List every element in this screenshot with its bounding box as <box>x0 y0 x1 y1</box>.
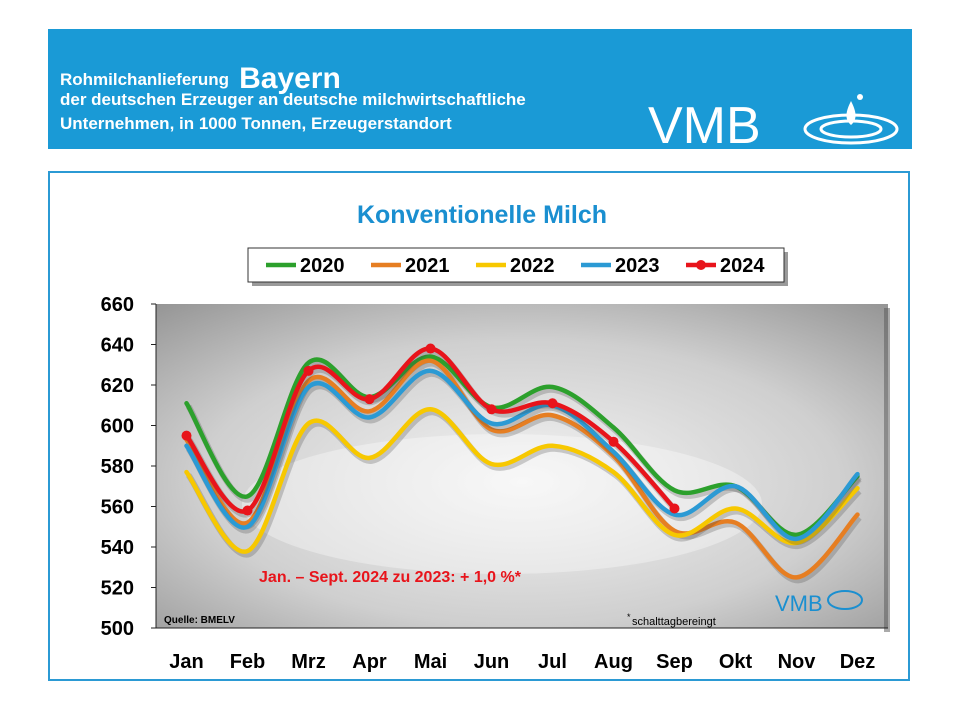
legend-marker-2024 <box>696 260 706 270</box>
x-tick-label: Jan <box>169 651 203 673</box>
plot-area <box>156 304 890 632</box>
x-tick-label: Okt <box>719 651 753 673</box>
header-line-1: Rohmilchanlieferung Bayern <box>60 59 341 95</box>
change-annotation: Jan. – Sept. 2024 zu 2023: + 1,0 %* <box>259 569 522 586</box>
footnote-mark: * <box>627 612 631 622</box>
point-2024 <box>425 343 436 354</box>
point-2024 <box>669 503 680 514</box>
series-line-2023 <box>184 368 860 542</box>
source-label: Quelle: BMELV <box>164 615 235 626</box>
watermark-logo-text: VMB <box>775 591 823 616</box>
plot-shadow <box>884 308 890 632</box>
legend-label-2023: 2023 <box>615 255 660 277</box>
y-tick-label: 580 <box>101 456 134 478</box>
series-lines <box>181 343 862 584</box>
y-tick-label: 540 <box>101 537 134 559</box>
x-tick-label: Aug <box>594 651 633 673</box>
header-prefix: Rohmilchanlieferung <box>60 70 230 89</box>
x-tick-label: Mrz <box>291 651 325 673</box>
chart-legend: 2020 2021 2022 2023 2024 <box>247 247 788 286</box>
watermark-logo: VMB <box>775 590 863 616</box>
footnote-text: schalttagbereingt <box>632 616 716 628</box>
y-axis: 500 520 540 560 580 600 620 640 660 <box>101 294 157 640</box>
y-tick-label: 600 <box>101 416 134 438</box>
milk-splash-highlight <box>242 434 762 574</box>
y-tick-label: 500 <box>101 618 134 640</box>
x-tick-label: Dez <box>840 651 876 673</box>
header-region: Bayern <box>239 62 341 95</box>
x-tick-label: Apr <box>352 651 387 673</box>
header-line-3: Unternehmen, in 1000 Tonnen, Erzeugersta… <box>60 114 452 133</box>
legend-label-2024: 2024 <box>720 255 765 277</box>
y-tick-label: 660 <box>101 294 134 316</box>
x-axis: Jan Feb Mrz Apr Mai Jun Jul Aug Sep Okt Nov Dez <box>156 627 888 673</box>
vmb-logo-text: VMB <box>648 97 761 151</box>
x-tick-label: Jun <box>474 651 510 673</box>
legend-label-2020: 2020 <box>300 255 345 277</box>
y-tick-label: 520 <box>101 578 134 600</box>
legend-label-2022: 2022 <box>510 255 555 277</box>
point-2024 <box>364 394 375 405</box>
watermark-drop-icon <box>827 590 863 610</box>
y-tick-label: 620 <box>101 375 134 397</box>
series-line-2022 <box>184 407 860 554</box>
chart-frame: Konventionelle Milch 2020 2021 2022 2023 202… <box>48 171 910 681</box>
y-tick-label: 560 <box>101 497 134 519</box>
series-shadow-2022 <box>186 409 862 558</box>
x-tick-label: Nov <box>778 651 817 673</box>
header-banner: Rohmilchanlieferung Bayern der deutschen … <box>48 29 912 151</box>
vmb-logo: VMB <box>648 94 899 151</box>
x-tick-label: Sep <box>656 651 693 673</box>
legend-label-2021: 2021 <box>405 255 450 277</box>
x-tick-label: Mai <box>414 651 447 673</box>
x-tick-label: Feb <box>230 651 266 673</box>
chart-title: Konventionelle Milch <box>357 201 607 229</box>
y-tick-label: 640 <box>101 335 134 357</box>
point-2024 <box>608 436 619 447</box>
point-2024 <box>547 398 558 409</box>
x-tick-label: Jul <box>538 651 567 673</box>
series-line-2024 <box>184 346 677 514</box>
point-2024 <box>486 404 497 415</box>
header-line-2: der deutschen Erzeuger an deutsche milch… <box>60 90 526 109</box>
point-2024 <box>181 430 192 441</box>
milk-drop-icon <box>803 94 899 145</box>
point-2024 <box>303 365 314 376</box>
point-2024 <box>242 505 253 516</box>
milk-delivery-chart: Konventionelle Milch 2020 2021 2022 2023 202… <box>101 201 890 673</box>
